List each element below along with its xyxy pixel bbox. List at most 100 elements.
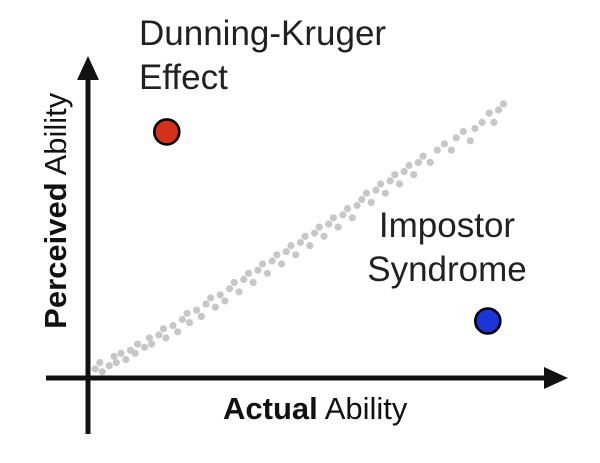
trend-dot [320,232,328,240]
trend-dot [459,128,467,136]
trend-dot [447,146,455,154]
trend-dot [301,232,309,240]
trend-dot [282,248,290,256]
trend-dot [117,349,125,357]
trend-dot [235,288,243,296]
x-axis-label-bold-word: Actual [223,391,318,426]
trend-dot [466,137,474,145]
dunning-kruger-impostor-chart: Dunning-Kruger Effect Impostor Syndrome … [2,12,568,434]
trend-dot [178,315,186,324]
trend-dot [91,365,99,373]
trend-dot [162,334,170,342]
trend-dot [159,325,168,333]
trend-dot [98,368,106,376]
trend-dot [400,168,408,176]
trend-dot [207,294,215,302]
dunning-kruger-point [153,118,181,146]
annotation-dunning-kruger-line2: Effect [139,58,228,98]
y-axis-label: Perceived Ability [2,93,110,364]
y-axis-label-rest: Ability [38,92,73,183]
trend-dot [287,242,295,250]
trend-dot [145,334,153,342]
trend-dot [273,251,281,259]
trend-dot [306,242,314,250]
trend-dot [185,319,194,327]
trend-dot [339,211,347,219]
trend-dot [134,340,142,348]
trend-dot [391,171,399,179]
trend-dot [249,278,257,287]
y-axis-label-bold-word: Perceived [38,182,73,329]
trend-dot [254,266,262,274]
trend-dot [490,118,498,126]
trend-dot [292,251,300,259]
trend-dot [216,291,224,299]
trend-dot [499,100,507,108]
trend-dot [395,180,404,188]
y-axis-arrowhead [77,56,99,80]
trend-dot [348,214,356,222]
trend-dot [433,146,441,154]
annotation-impostor-syndrome-line2: Syndrome [367,250,527,290]
trend-dot [122,355,130,364]
trend-dot [367,198,375,206]
trend-dot [311,229,319,237]
trend-dot [329,214,337,222]
trend-dot [110,352,118,360]
trend-dot [202,300,210,308]
trend-dot [353,201,361,210]
trend-dot [263,269,271,277]
trend-dot [440,140,448,148]
trend-dot [193,306,201,314]
trend-dot [495,106,503,114]
trend-dot [410,171,418,179]
trend-dot [315,223,323,231]
trend-dot [148,340,156,348]
trend-dot [174,328,182,336]
annotation-impostor-syndrome: Impostor Syndrome [367,204,527,292]
trend-dot [230,278,238,287]
trend-dot [211,303,219,311]
trend-dot [344,205,352,213]
trend-dot [268,257,276,265]
trend-dot [377,180,385,188]
trend-dot [426,158,434,166]
trend-dot [334,223,342,231]
trend-dot [386,177,394,185]
trend-dot [155,331,163,339]
trend-dot [419,152,427,160]
trend-dot [372,186,380,194]
chart-canvas [46,56,568,434]
trend-dot [244,269,253,277]
annotation-impostor-syndrome-line1: Impostor [378,206,516,245]
trend-dot [183,309,191,317]
trend-dot [96,359,104,367]
trend-dot [414,158,422,166]
x-axis-label-rest: Ability [317,391,408,426]
trend-dot [277,260,286,268]
annotation-dunning-kruger-line1: Dunning-Kruger [139,14,387,53]
trend-dot [221,297,229,305]
trend-dot [141,343,149,351]
trend-dot [105,362,113,370]
x-axis-label: Actual Ability [189,355,408,463]
trend-dot [362,189,371,197]
trend-dot [259,260,267,268]
trend-dot [358,195,366,203]
trend-dot [131,349,139,357]
trend-dot [240,275,248,283]
trend-dot [169,322,177,330]
trend-dot [452,134,460,142]
trend-dot [226,285,234,293]
trend-dot [197,312,205,320]
trend-dot [296,238,304,247]
trend-dot [478,118,486,126]
trend-dot [471,124,479,133]
annotation-dunning-kruger: Dunning-Kruger Effect [139,12,386,100]
trend-dot [381,189,389,197]
trend-dot [485,109,493,117]
trend-dot [405,161,413,170]
impostor-syndrome-point [473,307,502,335]
trend-dot [112,359,120,367]
x-axis-arrowhead [544,367,568,389]
